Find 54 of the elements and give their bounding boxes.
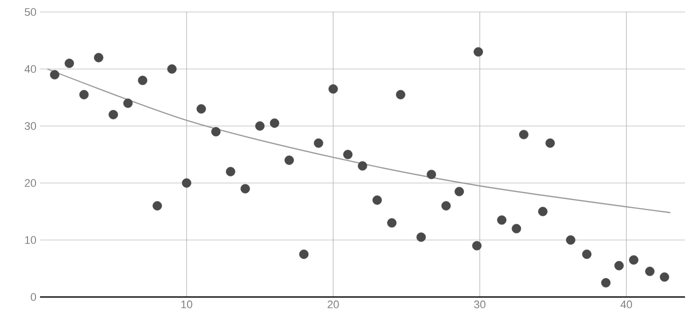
- point: [387, 218, 397, 228]
- point: [64, 58, 74, 68]
- y-tick-label: 10: [25, 236, 36, 244]
- point: [167, 64, 177, 74]
- point: [614, 260, 624, 270]
- x-tick-label: 10: [181, 300, 192, 308]
- y-tick-label: 0: [30, 293, 36, 301]
- line-series: [46, 68, 671, 214]
- point: [601, 278, 611, 288]
- point: [50, 70, 60, 80]
- x-tick-label: 30: [474, 300, 486, 308]
- point: [426, 170, 436, 180]
- point: [240, 184, 250, 194]
- x-tick-label: 40: [620, 300, 632, 308]
- point: [299, 250, 309, 259]
- point: [108, 110, 118, 120]
- point: [284, 156, 294, 165]
- point: [182, 178, 192, 188]
- point: [582, 250, 592, 259]
- point: [441, 201, 451, 210]
- y-tick-label: 20: [24, 179, 36, 187]
- point: [211, 127, 221, 136]
- point: [328, 84, 338, 94]
- point: [343, 150, 353, 160]
- point: [519, 130, 528, 140]
- point: [79, 90, 89, 100]
- x-tick-label: 20: [328, 300, 339, 308]
- point: [660, 272, 670, 282]
- point: [196, 104, 206, 114]
- point: [372, 195, 382, 205]
- point: [152, 201, 162, 210]
- point: [94, 52, 104, 62]
- point: [123, 98, 133, 108]
- point: [645, 266, 655, 276]
- point: [472, 241, 482, 250]
- point: [512, 224, 522, 234]
- point: [629, 255, 638, 265]
- point: [255, 121, 265, 131]
- point: [314, 138, 324, 148]
- y-tick-label: 50: [24, 8, 36, 16]
- point: [416, 232, 426, 242]
- point: [474, 47, 483, 57]
- y-tick-label: 30: [24, 122, 36, 130]
- point: [270, 118, 280, 128]
- point: [497, 215, 506, 225]
- point: [138, 76, 148, 86]
- point: [545, 138, 555, 148]
- point: [358, 161, 368, 171]
- point: [226, 166, 236, 176]
- point: [538, 206, 548, 216]
- point: [396, 90, 406, 100]
- point: [566, 235, 576, 245]
- y-tick-label: 40: [24, 65, 36, 73]
- point: [454, 186, 464, 196]
